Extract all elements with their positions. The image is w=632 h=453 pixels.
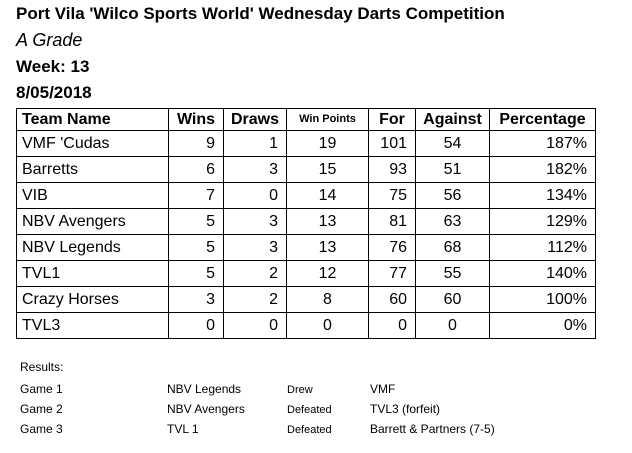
table-row: NBV Avengers 5 3 13 81 63 129% — [16, 208, 596, 235]
against-cell: 56 — [415, 182, 490, 209]
draws-cell: 1 — [223, 130, 287, 157]
table-row: VMF 'Cudas 9 1 19 101 54 187% — [16, 130, 596, 157]
draws-cell: 0 — [223, 312, 287, 339]
for-cell: 76 — [368, 234, 416, 261]
win-points-cell: 14 — [286, 182, 369, 209]
percentage-cell: 0% — [489, 312, 596, 339]
column-header-for: For — [368, 108, 416, 131]
home-team: NBV Legends — [167, 382, 242, 396]
against-cell: 60 — [415, 286, 490, 313]
draws-cell: 3 — [223, 156, 287, 183]
table-header-row: Team Name Wins Draws Win Points For Agai… — [16, 108, 596, 131]
away-team: TVL3 (forfeit) — [370, 402, 441, 416]
team-name-cell: NBV Legends — [16, 234, 169, 261]
wins-cell: 5 — [168, 234, 224, 261]
team-name-cell: Barretts — [16, 156, 169, 183]
for-cell: 60 — [368, 286, 416, 313]
column-header-win-points: Win Points — [286, 108, 369, 131]
win-points-cell: 13 — [286, 208, 369, 235]
against-cell: 63 — [415, 208, 490, 235]
result-outcome: Defeated — [287, 424, 332, 436]
wins-cell: 9 — [168, 130, 224, 157]
wins-cell: 7 — [168, 182, 224, 209]
game-label: Game 1 — [20, 382, 63, 396]
result-row: Game 2 NBV Avengers Defeated TVL3 (forfe… — [20, 402, 620, 422]
against-cell: 0 — [415, 312, 490, 339]
for-cell: 0 — [368, 312, 416, 339]
percentage-cell: 187% — [489, 130, 596, 157]
percentage-cell: 182% — [489, 156, 596, 183]
result-outcome: Drew — [287, 384, 313, 396]
table-row: TVL1 5 2 12 77 55 140% — [16, 260, 596, 287]
for-cell: 93 — [368, 156, 416, 183]
wins-cell: 0 — [168, 312, 224, 339]
column-header-against: Against — [415, 108, 490, 131]
team-name-cell: TVL1 — [16, 260, 169, 287]
for-cell: 77 — [368, 260, 416, 287]
column-header-team-name: Team Name — [16, 108, 169, 131]
result-row: Game 1 NBV Legends Drew VMF — [20, 382, 620, 402]
table-row: NBV Legends 5 3 13 76 68 112% — [16, 234, 596, 261]
against-cell: 51 — [415, 156, 490, 183]
standings-table: Team Name Wins Draws Win Points For Agai… — [16, 108, 596, 339]
draws-cell: 2 — [223, 286, 287, 313]
result-row: Game 3 TVL 1 Defeated Barrett & Partners… — [20, 422, 620, 442]
grade-subtitle: A Grade — [16, 30, 83, 50]
page-title: Port Vila 'Wilco Sports World' Wednesday… — [16, 4, 505, 23]
team-name-cell: VMF 'Cudas — [16, 130, 169, 157]
win-points-cell: 12 — [286, 260, 369, 287]
percentage-cell: 140% — [489, 260, 596, 287]
wins-cell: 5 — [168, 260, 224, 287]
percentage-cell: 134% — [489, 182, 596, 209]
home-team: NBV Avengers — [167, 402, 245, 416]
column-header-draws: Draws — [223, 108, 287, 131]
draws-cell: 0 — [223, 182, 287, 209]
away-team: Barrett & Partners (7-5) — [370, 422, 495, 436]
wins-cell: 3 — [168, 286, 224, 313]
table-row: Crazy Horses 3 2 8 60 60 100% — [16, 286, 596, 313]
game-label: Game 2 — [20, 402, 63, 416]
for-cell: 75 — [368, 182, 416, 209]
away-team: VMF — [370, 382, 396, 396]
percentage-cell: 112% — [489, 234, 596, 261]
for-cell: 101 — [368, 130, 416, 157]
result-outcome: Defeated — [287, 404, 332, 416]
for-cell: 81 — [368, 208, 416, 235]
week-label: Week: 13 — [16, 57, 90, 76]
team-name-cell: NBV Avengers — [16, 208, 169, 235]
percentage-cell: 100% — [489, 286, 596, 313]
percentage-cell: 129% — [489, 208, 596, 235]
wins-cell: 6 — [168, 156, 224, 183]
against-cell: 55 — [415, 260, 490, 287]
team-name-cell: TVL3 — [16, 312, 169, 339]
against-cell: 68 — [415, 234, 490, 261]
team-name-cell: VIB — [16, 182, 169, 209]
against-cell: 54 — [415, 130, 490, 157]
game-label: Game 3 — [20, 422, 63, 436]
win-points-cell: 19 — [286, 130, 369, 157]
results-label: Results: — [20, 360, 64, 374]
win-points-cell: 13 — [286, 234, 369, 261]
table-row: Barretts 6 3 15 93 51 182% — [16, 156, 596, 183]
column-header-wins: Wins — [168, 108, 224, 131]
win-points-cell: 15 — [286, 156, 369, 183]
draws-cell: 2 — [223, 260, 287, 287]
win-points-cell: 8 — [286, 286, 369, 313]
table-row: TVL3 0 0 0 0 0 0% — [16, 312, 596, 339]
table-row: VIB 7 0 14 75 56 134% — [16, 182, 596, 209]
win-points-cell: 0 — [286, 312, 369, 339]
date-label: 8/05/2018 — [16, 83, 92, 102]
team-name-cell: Crazy Horses — [16, 286, 169, 313]
draws-cell: 3 — [223, 208, 287, 235]
home-team: TVL 1 — [167, 422, 199, 436]
wins-cell: 5 — [168, 208, 224, 235]
draws-cell: 3 — [223, 234, 287, 261]
column-header-percentage: Percentage — [489, 108, 596, 131]
